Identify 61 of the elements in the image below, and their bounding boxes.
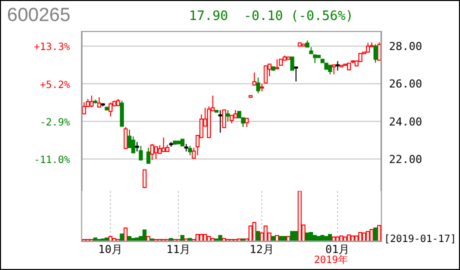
bar [252, 222, 256, 242]
candlestick [120, 100, 124, 127]
candlestick [328, 64, 332, 75]
y-tick-label: 24.00 [389, 115, 422, 128]
candlestick [135, 142, 140, 152]
y2-tick-label: +13.3% [34, 42, 70, 54]
candlestick [290, 56, 294, 71]
y2-tick-label: -11.0% [34, 155, 70, 166]
x-tick-label: 10月 [98, 242, 123, 256]
candlestick [294, 66, 298, 82]
x-tick-label: 01月 [325, 242, 350, 256]
candlestick [108, 102, 113, 117]
candlestick [218, 110, 222, 134]
candlestick [150, 143, 154, 160]
candlestick [90, 95, 94, 108]
y-tick-label: 22.00 [389, 152, 422, 166]
candlestick [332, 64, 336, 75]
candlestick [252, 72, 256, 86]
bar [196, 234, 200, 242]
bar [248, 226, 252, 242]
candlestick [146, 147, 150, 164]
bar [203, 234, 208, 242]
candlestick [138, 145, 143, 160]
candlestick [154, 146, 158, 160]
bar [370, 229, 374, 242]
candlestick [162, 137, 166, 152]
y-tick-label: 26.00 [389, 78, 422, 91]
text: [2019-01-17] [384, 234, 456, 246]
candlestick [374, 44, 378, 64]
x-tick-label: 12月 [250, 242, 274, 256]
candlestick [142, 169, 147, 189]
candlestick [366, 42, 370, 53]
bar [256, 231, 260, 242]
candlestick [131, 136, 136, 154]
candlestick [188, 145, 192, 156]
candlestick [82, 102, 86, 114]
x-tick-label: 11月 [166, 242, 191, 256]
bar [358, 232, 362, 242]
candlestick [222, 109, 226, 128]
y2-tick-label: -2.9% [40, 117, 70, 128]
chart-subtitle: 17.90 -0.10 (-0.56%) [189, 9, 354, 24]
bar [142, 230, 147, 242]
chart-title: 600265 [7, 5, 70, 27]
candlestick [124, 126, 128, 149]
bar [298, 191, 302, 242]
candlestick [192, 147, 196, 159]
bar [290, 231, 294, 242]
y-tick-label: 28.00 [389, 40, 422, 54]
text: 2019年 [314, 255, 348, 267]
candlestick [264, 65, 268, 84]
bar [264, 226, 268, 242]
bar [309, 232, 314, 242]
bar [377, 225, 382, 242]
candlestick [226, 110, 230, 122]
bar [124, 228, 128, 242]
candlestick [256, 77, 260, 94]
y2-tick-label: +5.2% [40, 80, 70, 91]
candlestick [97, 96, 102, 108]
bar [362, 232, 366, 242]
bar [328, 234, 332, 242]
candlestick [336, 60, 340, 72]
